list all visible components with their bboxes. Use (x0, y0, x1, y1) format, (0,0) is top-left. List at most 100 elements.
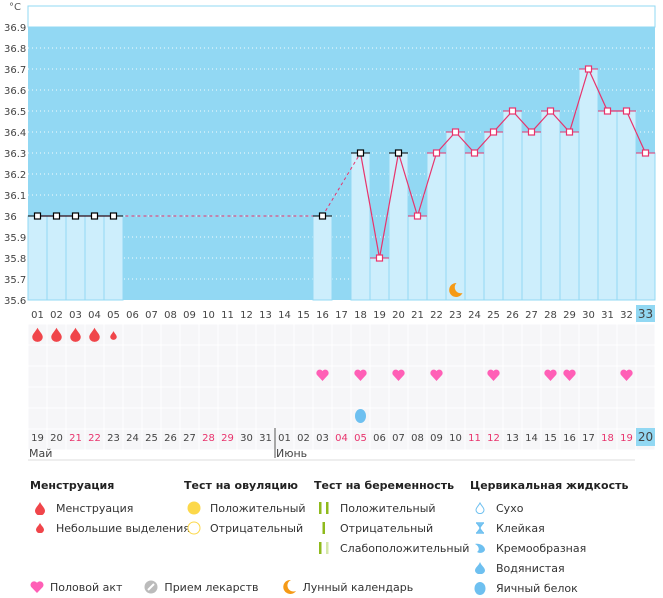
y-tick-label: 36 (4, 212, 17, 223)
temperature-marker (565, 128, 574, 136)
temperature-marker (489, 128, 498, 136)
date-label: 12 (487, 433, 500, 444)
date-label: 25 (145, 433, 158, 444)
grid-cell (66, 408, 85, 429)
grid-cell (123, 345, 142, 366)
legend-item-intercourse: Половой акт (30, 581, 122, 594)
cycle-day-label: 05 (107, 310, 120, 321)
grid-cell (484, 387, 503, 408)
temperature-marker (508, 107, 517, 115)
date-label: 30 (240, 433, 253, 444)
grid-cell (541, 387, 560, 408)
grid-cell (370, 366, 389, 387)
grid-cell (85, 429, 104, 450)
grid-cell (484, 408, 503, 429)
grid-cell (237, 429, 256, 450)
temperature-bar (312, 215, 333, 301)
creamy-icon (470, 542, 490, 554)
temperature-marker (318, 212, 327, 220)
grid-cell (541, 324, 560, 345)
legend-label: Положительный (210, 501, 306, 515)
temperature-marker (71, 212, 80, 220)
grid-cell (161, 324, 180, 345)
temperature-bar (483, 131, 504, 301)
grid-cell (427, 408, 446, 429)
temperature-marker (641, 149, 650, 157)
temperature-marker (375, 254, 384, 262)
temperature-line-segment (568, 68, 590, 133)
grid-cell (446, 387, 465, 408)
legend-label: Отрицательный (210, 521, 304, 535)
grid-cell (275, 429, 294, 450)
grid-cell (199, 387, 218, 408)
cycle-day-label: 13 (259, 310, 272, 321)
grid-cell (256, 387, 275, 408)
moon-icon (449, 282, 463, 297)
heart-icon (316, 369, 329, 381)
temperature-bar (84, 215, 105, 301)
legend-label: Слабоположительный (340, 541, 470, 555)
cycle-day-label: 23 (449, 310, 462, 321)
grid-cell (389, 345, 408, 366)
grid-cell (104, 429, 123, 450)
legend-label: Отрицательный (340, 521, 434, 535)
heart-icon (430, 369, 443, 381)
legend-label: Водянистая (496, 561, 565, 575)
date-label: 04 (335, 433, 348, 444)
temperature-bar (540, 110, 561, 301)
grid-cell (560, 387, 579, 408)
date-label: 14 (525, 433, 538, 444)
grid-cell (465, 408, 484, 429)
temperature-bar (27, 215, 48, 301)
grid-cell (541, 408, 560, 429)
month-label: Май (29, 447, 52, 460)
grid-cell (484, 429, 503, 450)
watery-drop-icon (470, 562, 490, 574)
legend-label: Лунный календарь (302, 580, 414, 594)
grid-cell (294, 408, 313, 429)
grid-cell (598, 324, 617, 345)
grid-cell (142, 366, 161, 387)
temperature-marker (546, 107, 555, 115)
grid-cell (66, 345, 85, 366)
temperature-line-segment (625, 110, 647, 154)
grid-cell (218, 387, 237, 408)
legend-item: Положительный (314, 498, 469, 518)
grid-cell (199, 345, 218, 366)
grid-cell (180, 387, 199, 408)
pill-icon (144, 580, 158, 594)
cycle-day-label: 28 (544, 310, 557, 321)
light-spotting-drop-icon (110, 331, 117, 340)
cycle-day-label: 25 (487, 310, 500, 321)
cycle-day-label: 26 (506, 310, 519, 321)
temperature-marker (603, 107, 612, 115)
grid-cell (85, 387, 104, 408)
grid-cell (503, 408, 522, 429)
grid-cell (465, 324, 484, 345)
grid-cell (522, 345, 541, 366)
grid-cell (598, 429, 617, 450)
grid-cell (389, 387, 408, 408)
legend-label: Клейкая (496, 521, 545, 535)
grid-cell (294, 429, 313, 450)
cycle-day-label: 30 (582, 310, 595, 321)
grid-cell (47, 345, 66, 366)
temperature-marker (356, 149, 365, 157)
two-lines-icon (314, 502, 334, 514)
grid-cell (313, 387, 332, 408)
cycle-day-label: 12 (240, 310, 253, 321)
grid-cell (370, 429, 389, 450)
temperature-bar (445, 131, 466, 301)
grid-cell (522, 429, 541, 450)
grid-cell (218, 429, 237, 450)
temperature-bar (369, 257, 390, 301)
cycle-day-label: 14 (278, 310, 291, 321)
date-label: 02 (297, 433, 310, 444)
date-label: 20 (638, 430, 653, 444)
grid-cell (28, 345, 47, 366)
menstruation-drop-icon (51, 327, 62, 342)
grid-cell (256, 429, 275, 450)
grid-cell (636, 345, 655, 366)
legend-label: Небольшие выделения (56, 521, 190, 535)
grid-cell (199, 429, 218, 450)
